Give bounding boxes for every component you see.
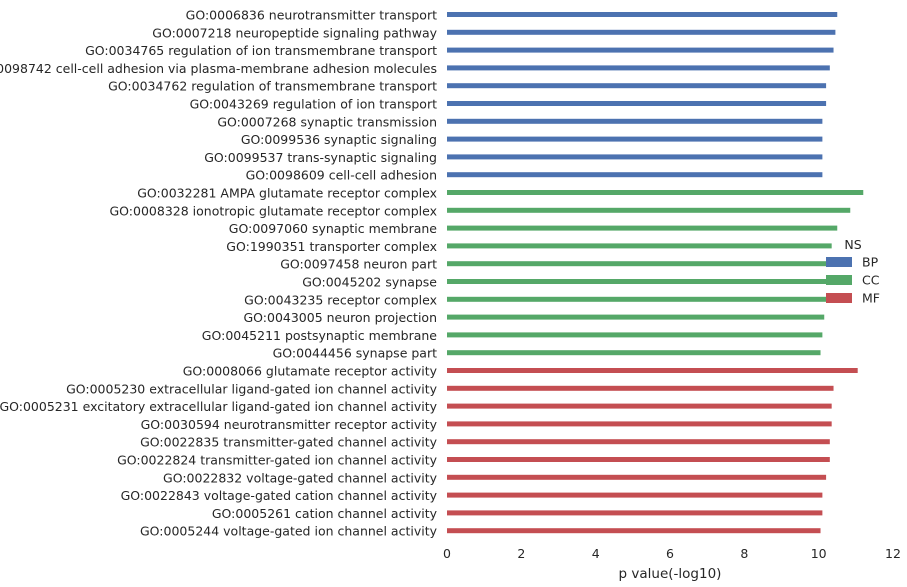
bar-bp bbox=[447, 29, 836, 35]
legend-swatch-mf bbox=[826, 293, 852, 303]
category-label: GO:0005261 cation channel activity bbox=[212, 506, 438, 521]
bar-bp bbox=[447, 101, 827, 106]
category-label: GO:0097458 neuron part bbox=[280, 257, 437, 272]
x-tick-label: 0 bbox=[443, 546, 451, 561]
category-label: GO:0043235 receptor complex bbox=[244, 292, 437, 307]
x-axis: p value(-log10) 0 2 4 6 8 10 12 bbox=[443, 546, 901, 582]
category-label: GO:0098609 cell-cell adhesion bbox=[246, 168, 437, 183]
category-label: GO:0043005 neuron projection bbox=[243, 310, 437, 325]
bars bbox=[447, 12, 864, 534]
category-label: GO:0032281 AMPA glutamate receptor compl… bbox=[137, 186, 437, 201]
bar-cc bbox=[447, 225, 838, 231]
bar-mf bbox=[447, 403, 832, 409]
bar-bp bbox=[447, 47, 834, 53]
x-axis-title: p value(-log10) bbox=[619, 566, 722, 582]
bar-bp bbox=[447, 154, 823, 160]
bar-cc bbox=[447, 332, 823, 338]
category-label: GO:0005230 extracellular ligand-gated io… bbox=[66, 381, 438, 396]
category-label: GO:0007218 neuropeptide signaling pathwa… bbox=[152, 25, 437, 40]
x-tick-label: 2 bbox=[517, 546, 525, 561]
category-label: GO:1990351 transporter complex bbox=[226, 239, 437, 254]
bar-bp bbox=[447, 172, 823, 178]
x-tick-label: 10 bbox=[811, 546, 827, 561]
bar-bp bbox=[447, 65, 830, 71]
bar-mf bbox=[447, 421, 832, 427]
category-label: GO:0045202 synapse bbox=[302, 275, 437, 290]
bar-cc bbox=[447, 350, 821, 356]
legend: NS BP CC MF bbox=[826, 237, 880, 306]
category-label: GO:0045211 postsynaptic membrane bbox=[202, 328, 438, 343]
category-label: GO:0022843 voltage-gated cation channel … bbox=[121, 488, 438, 503]
category-label: GO:0006836 neurotransmitter transport bbox=[186, 8, 437, 23]
bar-cc bbox=[447, 207, 851, 213]
bar-mf bbox=[447, 439, 830, 445]
bar-cc bbox=[447, 261, 830, 267]
category-label: GO:0007268 synaptic transmission bbox=[217, 114, 437, 129]
category-label: GO:0099536 synaptic signaling bbox=[241, 132, 437, 147]
bar-mf bbox=[447, 510, 823, 516]
category-label: GO:0022832 voltage-gated channel activit… bbox=[163, 470, 438, 485]
bar-cc bbox=[447, 243, 832, 249]
category-label: GO:0097060 synaptic membrane bbox=[229, 221, 438, 236]
bar-bp bbox=[447, 83, 827, 89]
category-label: GO:0005244 voltage-gated ion channel act… bbox=[140, 524, 438, 539]
category-label: GO:0044456 synapse part bbox=[273, 346, 437, 361]
bar-mf bbox=[447, 528, 821, 534]
category-label: GO:0098742 cell-cell adhesion via plasma… bbox=[0, 61, 437, 76]
bar-mf bbox=[447, 385, 834, 391]
bar-cc bbox=[447, 190, 864, 195]
category-labels: GO:0006836 neurotransmitter transport GO:… bbox=[0, 8, 438, 539]
x-tick-label: 8 bbox=[740, 546, 748, 561]
category-label: GO:0005231 excitatory extracellular liga… bbox=[0, 399, 438, 414]
bar-bp bbox=[447, 118, 823, 124]
bar-cc bbox=[447, 314, 825, 320]
legend-swatch-cc bbox=[826, 275, 852, 285]
category-label: GO:0022835 transmitter-gated channel act… bbox=[140, 435, 437, 450]
x-tick-label: 6 bbox=[666, 546, 674, 561]
category-label: GO:0099537 trans-synaptic signaling bbox=[204, 150, 437, 165]
category-label: GO:0022824 transmitter-gated ion channel… bbox=[117, 453, 438, 468]
legend-label-cc: CC bbox=[862, 273, 880, 288]
bar-mf bbox=[447, 492, 823, 498]
legend-label-mf: MF bbox=[862, 291, 880, 306]
bar-cc bbox=[447, 279, 830, 284]
x-tick-label: 4 bbox=[592, 546, 600, 561]
legend-title: NS bbox=[844, 237, 861, 252]
category-label: GO:0008066 glutamate receptor activity bbox=[183, 364, 438, 379]
x-tick-label: 12 bbox=[885, 546, 901, 561]
category-label: GO:0034765 regulation of ion transmembra… bbox=[85, 43, 437, 58]
bar-bp bbox=[447, 12, 838, 17]
bar-cc bbox=[447, 296, 830, 302]
category-label: GO:0030594 neurotransmitter receptor act… bbox=[141, 417, 438, 432]
category-label: GO:0034762 regulation of transmembrane t… bbox=[108, 79, 437, 94]
legend-label-bp: BP bbox=[862, 255, 879, 270]
bar-mf bbox=[447, 368, 858, 373]
category-label: GO:0008328 ionotropic glutamate receptor… bbox=[110, 203, 438, 218]
legend-swatch-bp bbox=[826, 257, 852, 267]
bar-mf bbox=[447, 474, 827, 480]
bar-mf bbox=[447, 457, 830, 462]
category-label: GO:0043269 regulation of ion transport bbox=[190, 97, 438, 112]
bar-bp bbox=[447, 136, 823, 142]
